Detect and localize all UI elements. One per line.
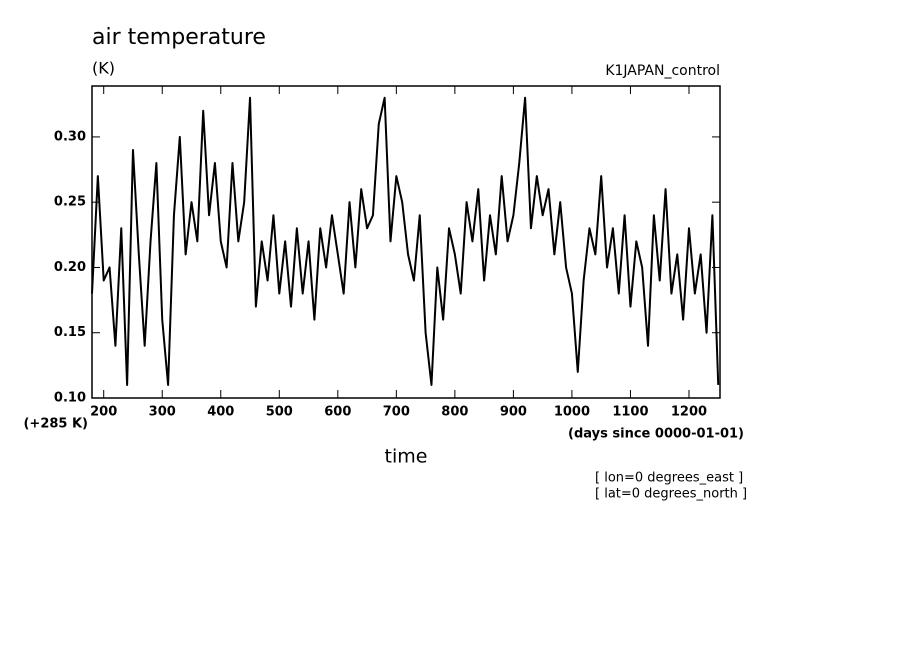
x-tick-label: 600 [324, 405, 351, 420]
x-tick-label: 900 [500, 405, 527, 420]
x-tick-label: 300 [149, 405, 176, 420]
annotation: [ lon=0 degrees_east ] [595, 471, 743, 486]
annotation: [ lat=0 degrees_north ] [595, 487, 747, 502]
x-tick-label: 1200 [671, 405, 707, 420]
data-line [91, 96, 720, 386]
x-tick-label: 1000 [554, 405, 590, 420]
y-tick-label: 0.10 [54, 391, 86, 406]
x-tick-label: 200 [90, 405, 117, 420]
x-tick-label: 500 [266, 405, 293, 420]
chart-title: air temperature [92, 25, 266, 50]
x-tick-label: 1100 [612, 405, 648, 420]
y-tick-label: 0.20 [54, 260, 86, 275]
y-tick-label: 0.15 [54, 325, 86, 340]
x-tick-label: 400 [207, 405, 234, 420]
y-tick-label: 0.25 [54, 195, 86, 210]
x-tick-label: 700 [383, 405, 410, 420]
x-axis-label: time [385, 446, 428, 468]
y-offset-label: (+285 K) [23, 417, 88, 432]
plot-frame [91, 85, 721, 399]
x-tick-label: 800 [441, 405, 468, 420]
y-tick-label: 0.30 [54, 129, 86, 144]
x-unit-label: (days since 0000-01-01) [568, 427, 744, 442]
y-axis-label: (K) [92, 59, 115, 78]
subtitle: K1JAPAN_control [605, 63, 720, 79]
